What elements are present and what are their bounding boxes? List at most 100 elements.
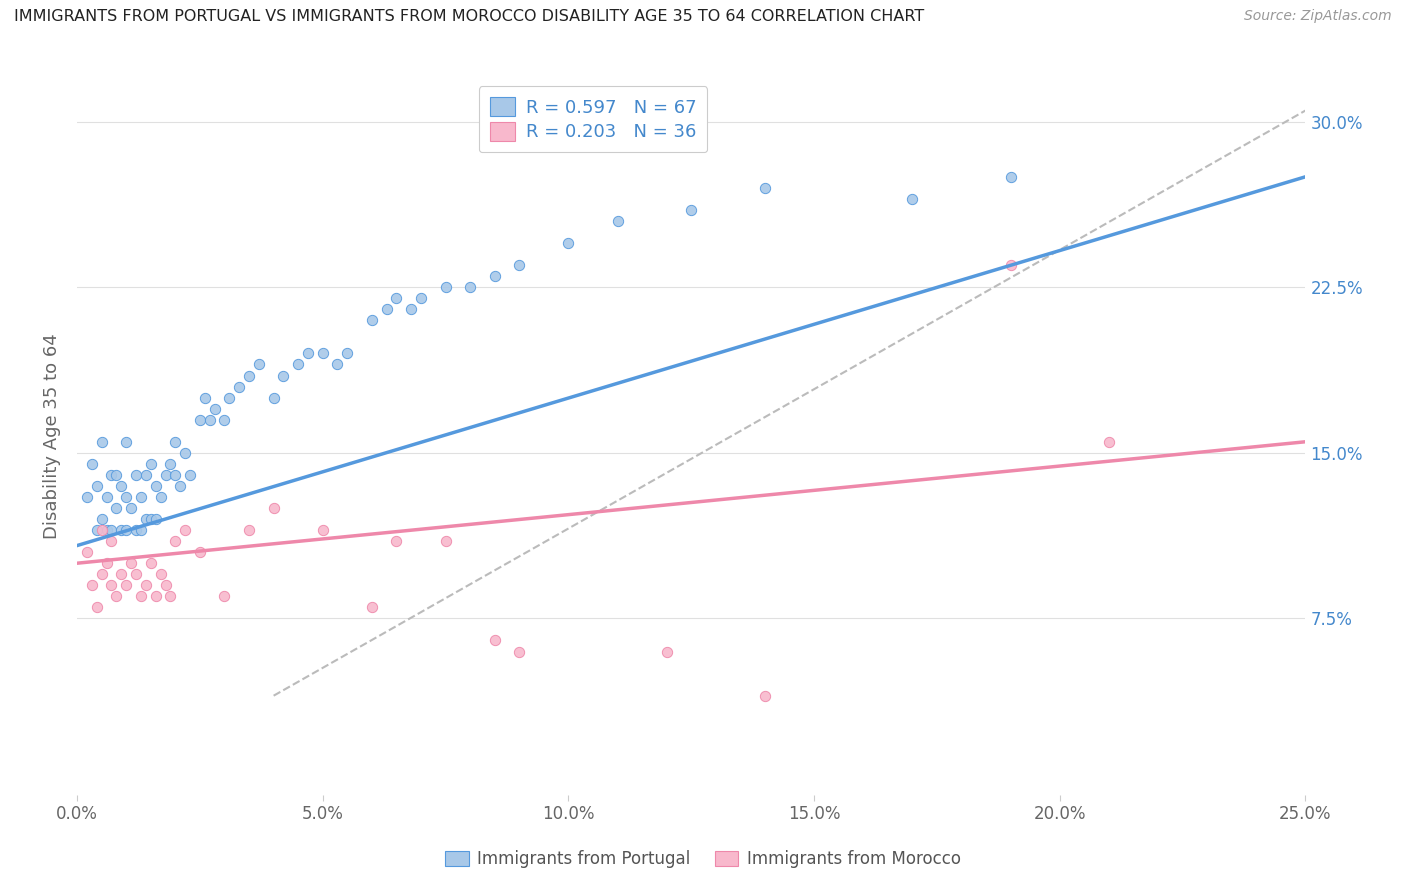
Point [754, 689, 776, 703]
Point [174, 446, 197, 460]
Point [434, 534, 457, 549]
Point [86, 479, 108, 493]
Point [312, 523, 335, 537]
Point [484, 269, 506, 284]
Point [100, 578, 122, 592]
Point [336, 346, 359, 360]
Legend: Immigrants from Portugal, Immigrants from Morocco: Immigrants from Portugal, Immigrants fro… [439, 844, 967, 875]
Point [188, 413, 211, 427]
Point [169, 479, 191, 493]
Point [139, 556, 162, 570]
Point [135, 578, 157, 592]
Point [86, 600, 108, 615]
Text: Source: ZipAtlas.com: Source: ZipAtlas.com [1244, 9, 1392, 23]
Point [80, 578, 103, 592]
Point [1000, 258, 1022, 272]
Point [129, 490, 152, 504]
Text: IMMIGRANTS FROM PORTUGAL VS IMMIGRANTS FROM MOROCCO DISABILITY AGE 35 TO 64 CORR: IMMIGRANTS FROM PORTUGAL VS IMMIGRANTS F… [14, 9, 924, 24]
Point [105, 467, 128, 482]
Point [218, 391, 240, 405]
Point [263, 501, 285, 516]
Point [508, 258, 530, 272]
Point [434, 280, 457, 294]
Point [149, 567, 172, 582]
Point [247, 358, 270, 372]
Point [110, 523, 132, 537]
Point [165, 434, 187, 449]
Point [105, 590, 128, 604]
Point [125, 567, 148, 582]
Point [312, 346, 335, 360]
Point [155, 578, 177, 592]
Point [76, 490, 98, 504]
Point [129, 523, 152, 537]
Point [399, 302, 422, 317]
Point [159, 457, 181, 471]
Point [96, 556, 118, 570]
Point [135, 512, 157, 526]
Point [90, 567, 112, 582]
Y-axis label: Disability Age 35 to 64: Disability Age 35 to 64 [44, 334, 60, 539]
Point [145, 479, 167, 493]
Point [139, 457, 162, 471]
Point [115, 578, 138, 592]
Point [100, 467, 122, 482]
Point [105, 501, 128, 516]
Point [115, 490, 138, 504]
Point [80, 457, 103, 471]
Point [90, 512, 112, 526]
Point [214, 590, 236, 604]
Point [100, 523, 122, 537]
Point [681, 202, 703, 217]
Point [385, 291, 408, 305]
Point [385, 534, 408, 549]
Point [263, 391, 285, 405]
Point [655, 644, 678, 658]
Point [214, 413, 236, 427]
Point [484, 633, 506, 648]
Point [90, 434, 112, 449]
Point [273, 368, 295, 383]
Point [120, 556, 142, 570]
Point [901, 192, 924, 206]
Point [297, 346, 319, 360]
Point [194, 391, 217, 405]
Point [188, 545, 211, 559]
Point [165, 534, 187, 549]
Point [375, 302, 398, 317]
Point [204, 401, 226, 416]
Point [198, 413, 221, 427]
Point [120, 501, 142, 516]
Point [96, 490, 118, 504]
Point [145, 512, 167, 526]
Point [96, 523, 118, 537]
Point [139, 512, 162, 526]
Point [228, 379, 250, 393]
Point [115, 434, 138, 449]
Point [360, 600, 382, 615]
Point [159, 590, 181, 604]
Point [174, 523, 197, 537]
Point [238, 368, 260, 383]
Point [458, 280, 481, 294]
Point [110, 479, 132, 493]
Point [1000, 169, 1022, 184]
Point [238, 523, 260, 537]
Point [287, 358, 309, 372]
Point [86, 523, 108, 537]
Point [125, 523, 148, 537]
Point [115, 523, 138, 537]
Point [110, 567, 132, 582]
Point [129, 590, 152, 604]
Point [754, 181, 776, 195]
Point [90, 523, 112, 537]
Point [135, 467, 157, 482]
Point [76, 545, 98, 559]
Point [179, 467, 201, 482]
Point [155, 467, 177, 482]
Point [100, 534, 122, 549]
Point [149, 490, 172, 504]
Point [326, 358, 349, 372]
Point [125, 467, 148, 482]
Legend: R = 0.597   N = 67, R = 0.203   N = 36: R = 0.597 N = 67, R = 0.203 N = 36 [479, 87, 707, 153]
